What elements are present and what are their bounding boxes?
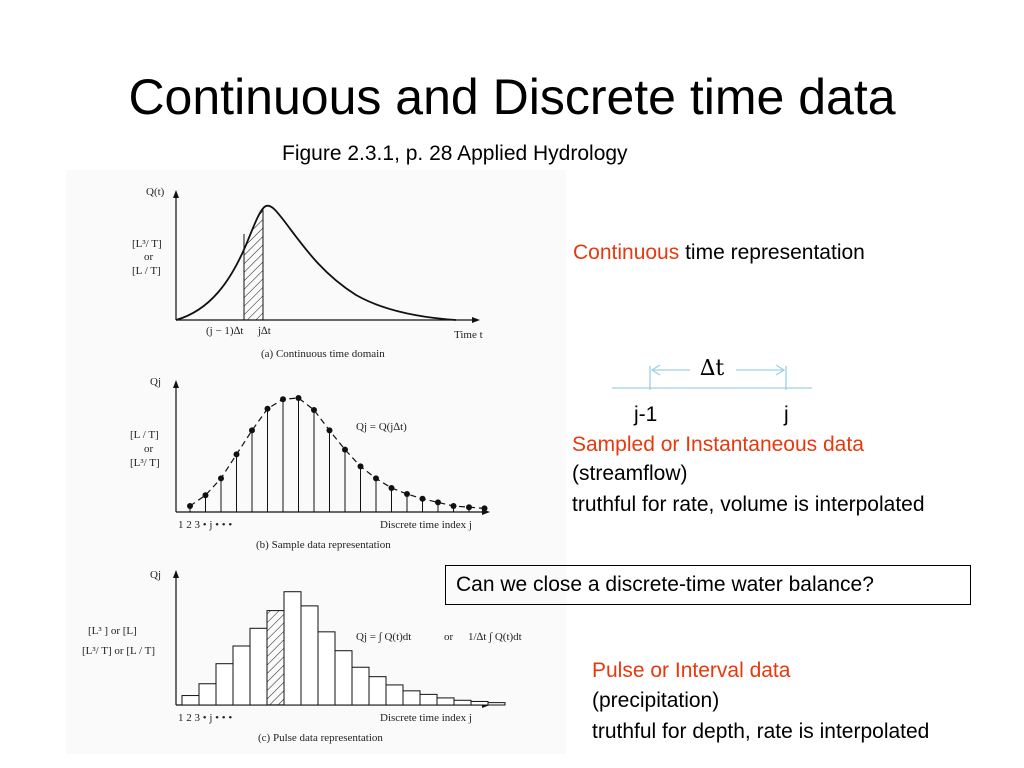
sampled-example: (streamflow) <box>572 462 688 485</box>
sampled-heading: Sampled or Instantaneous data <box>572 433 864 456</box>
panel-b-units-2: [L³/ T] <box>130 457 160 469</box>
pulse-bar <box>385 684 404 706</box>
panel-b-x-label: Discrete time index j <box>380 519 472 531</box>
sample-envelope <box>189 397 485 509</box>
pulse-bar <box>249 627 268 706</box>
panel-b: Qj [L / T] or [L³/ T] Qj = Q(j∆t) 1 2 3 … <box>130 376 490 551</box>
panel-c-equation-1: Qj = ∫ Q(t)dt <box>356 631 411 643</box>
pulse-note: truthful for depth, rate is interpolated <box>592 720 930 743</box>
panel-a-x-label: Time t <box>454 329 483 341</box>
pulse-bar <box>368 676 387 706</box>
pulse-bar <box>300 605 319 706</box>
panel-c-equation-2: 1/∆t ∫ Q(t)dt <box>468 631 522 643</box>
question-box: Can we close a discrete-time water balan… <box>445 565 971 605</box>
slide-title: Continuous and Discrete time data <box>128 69 896 125</box>
panel-a-caption: (a) Continuous time domain <box>261 348 385 360</box>
pulse-bar <box>283 591 302 706</box>
pulse-example: (precipitation) <box>592 689 720 712</box>
pulse-bar <box>453 699 472 706</box>
sample-point <box>404 491 410 497</box>
panel-b-units-1: [L / T] <box>130 429 159 441</box>
panel-c-equation-or: or <box>444 631 454 643</box>
panel-a-units-1: [L³/ T] <box>132 238 162 250</box>
panel-c-units-1: [L³ ] or [L] <box>88 625 137 637</box>
sample-point <box>435 499 441 506</box>
panel-b-equation: Qj = Q(j∆t) <box>356 421 407 433</box>
panel-a-tick-1: (j − 1)∆t <box>206 325 243 337</box>
pulse-bar <box>436 697 455 706</box>
figure-svg: Q(t) [L³/ T] or [L / T] (j − 1)∆t j∆t Ti… <box>82 186 522 744</box>
arrow-left-head <box>650 364 661 376</box>
panel-c-y-label: Qj <box>150 569 161 581</box>
panel-a-x-arrow <box>472 317 480 323</box>
delta-t-diagram <box>612 364 812 390</box>
continuous-rest: time representation <box>679 241 865 264</box>
arrow-right-head <box>775 364 786 376</box>
continuous-curve <box>175 204 457 321</box>
panel-b-caption: (b) Sample data representation <box>256 539 391 551</box>
panel-c-units-2: [L³/ T] or [L / T] <box>82 645 155 657</box>
panel-c-x-label: Discrete time index j <box>380 712 472 724</box>
pulse-bar <box>402 690 421 706</box>
pulse-bar <box>181 695 200 706</box>
pulse-bar <box>232 645 251 706</box>
panel-b-ticks: 1 2 3 • j • • • <box>178 519 232 531</box>
pulse-bar <box>266 610 285 706</box>
sample-point <box>388 485 395 491</box>
hatched-interval <box>244 208 263 320</box>
panel-c-ticks: 1 2 3 • j • • • <box>178 712 232 724</box>
panel-b-y-arrow <box>173 380 179 388</box>
pulse-bar <box>334 650 353 706</box>
pulse-bar <box>487 702 506 706</box>
index-j-minus-1: j-1 <box>634 403 658 426</box>
panel-a-units-2: [L / T] <box>132 265 161 277</box>
pulse-heading: Pulse or Interval data <box>592 659 791 682</box>
panel-c-y-arrow <box>173 570 179 578</box>
hydrology-figure: Q(t) [L³/ T] or [L / T] (j − 1)∆t j∆t Ti… <box>66 170 566 754</box>
panel-b-y-label: Qj <box>150 376 161 388</box>
delta-t-label: ∆t <box>700 356 725 381</box>
continuous-highlight: Continuous <box>573 241 680 264</box>
panel-a-units-or: or <box>144 251 154 263</box>
panel-a-y-label: Q(t) <box>146 186 165 198</box>
figure-reference: Figure 2.3.1, p. 28 Applied Hydrology <box>282 142 628 165</box>
pulse-bar <box>351 666 370 706</box>
panel-a-tick-2: j∆t <box>257 325 271 337</box>
pulse-bar <box>215 663 234 706</box>
pulse-bar <box>317 631 336 706</box>
panel-a: Q(t) [L³/ T] or [L / T] (j − 1)∆t j∆t Ti… <box>132 186 483 360</box>
index-j: j <box>784 403 789 426</box>
panel-a-y-arrow <box>173 190 179 198</box>
pulse-bar <box>470 700 489 706</box>
pulse-bar <box>419 693 438 706</box>
sampled-note: truthful for rate, volume is interpolate… <box>572 493 925 516</box>
panel-c-caption: (c) Pulse data representation <box>258 732 383 744</box>
panel-b-units-or: or <box>144 443 154 455</box>
panel-c: Qj [L³ ] or [L] [L³/ T] or [L / T] Qj = … <box>82 569 522 744</box>
pulse-bar <box>198 683 217 706</box>
continuous-label: Continuous time representation <box>573 238 865 267</box>
